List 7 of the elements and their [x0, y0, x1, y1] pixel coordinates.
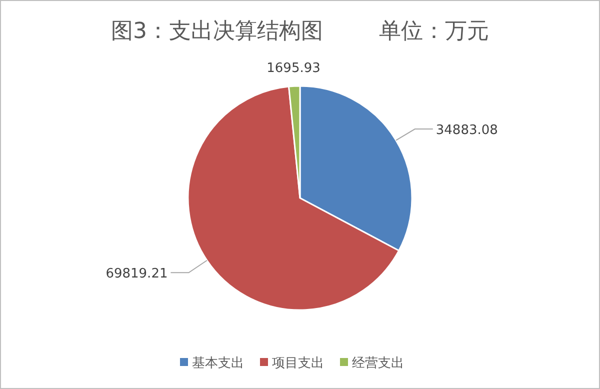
legend-label: 项目支出	[272, 356, 324, 371]
chart-title: 图3：支出决算结构图 单位：万元	[111, 19, 489, 44]
data-label: 1695.93	[266, 61, 320, 76]
legend-label: 基本支出	[192, 356, 244, 371]
legend-label: 经营支出	[352, 356, 404, 371]
data-label: 34883.08	[436, 123, 498, 138]
data-label: 69819.21	[106, 266, 168, 282]
